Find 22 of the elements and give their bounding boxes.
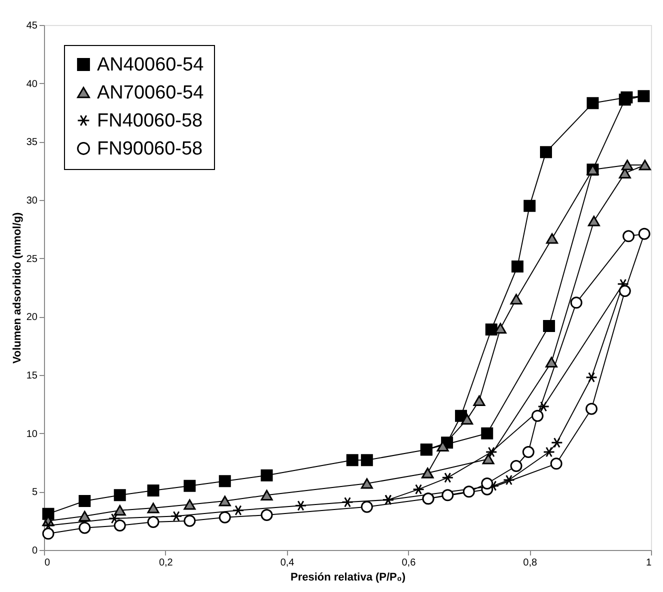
y-axis-title: Volumen adsorbido (mmol/g) <box>11 212 24 364</box>
y-tick-label: 40 <box>26 78 38 90</box>
y-tick-label: 5 <box>32 487 38 498</box>
y-tick-label: 20 <box>26 312 38 324</box>
x-tick-label: 0,2 <box>158 558 174 568</box>
y-tick-label: 0 <box>32 546 38 556</box>
y-tick-label: 45 <box>26 20 38 32</box>
legend-label: AN40060-54 <box>97 54 204 76</box>
x-tick-label: 0 <box>44 558 50 568</box>
legend-label: AN70060-54 <box>97 82 204 104</box>
legend-label: FN40060-58 <box>97 110 203 132</box>
x-tick-label: 0,4 <box>280 558 295 568</box>
x-tick-label: 0,8 <box>523 558 538 568</box>
y-tick-label: 35 <box>26 137 38 148</box>
x-tick-label: 0,6 <box>402 558 416 568</box>
y-tick-label: 15 <box>26 370 38 382</box>
x-tick-label: 1 <box>646 558 652 568</box>
x-axis-title: Presión relativa (P/P₀) <box>290 572 406 584</box>
y-tick-label: 25 <box>26 254 38 265</box>
y-tick-label: 30 <box>26 196 38 206</box>
legend-label: FN90060-58 <box>97 138 203 160</box>
y-tick-label: 10 <box>26 428 38 440</box>
